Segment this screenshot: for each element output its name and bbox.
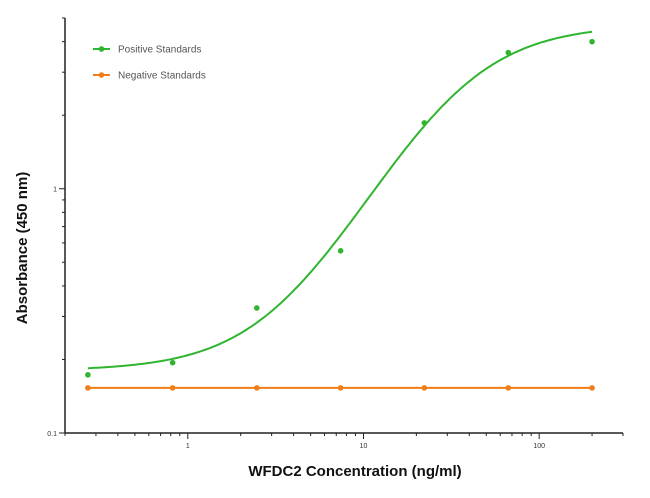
data-point	[169, 359, 176, 366]
data-point	[169, 385, 176, 391]
data-point	[337, 248, 344, 254]
y-tick-label: 1	[53, 187, 57, 194]
data-point	[505, 49, 512, 56]
x-tick-label: 1	[186, 443, 190, 450]
legend-swatch-marker	[98, 72, 105, 78]
legend-item: Positive Standards	[93, 45, 201, 56]
legend: Positive Standards Negative Standards	[93, 45, 206, 82]
data-point	[253, 305, 260, 311]
data-point	[589, 38, 595, 45]
data-point	[85, 385, 91, 391]
legend-swatch-marker	[98, 46, 105, 52]
data-point	[85, 372, 91, 378]
plot-area	[85, 30, 595, 391]
legend-label: Negative Standards	[118, 71, 206, 82]
y-axis-title: Absorbance (450 nm)	[14, 172, 31, 325]
series-line	[87, 30, 593, 370]
data-point	[589, 385, 595, 391]
axes: 1 10 100 0.1 1	[47, 17, 624, 450]
series-negative	[85, 385, 595, 391]
y-tick-label: 0.1	[47, 431, 57, 438]
legend-label: Positive Standards	[118, 45, 201, 56]
series-positive	[85, 30, 595, 378]
x-axis-title: WFDC2 Concentration (ng/ml)	[248, 463, 461, 480]
data-point	[505, 385, 512, 391]
x-tick-label: 10	[360, 443, 368, 450]
data-point	[421, 385, 428, 391]
x-tick-label: 100	[533, 443, 545, 450]
data-point	[253, 385, 260, 391]
data-point	[337, 385, 344, 391]
data-point	[421, 120, 428, 126]
legend-item: Negative Standards	[93, 71, 206, 82]
